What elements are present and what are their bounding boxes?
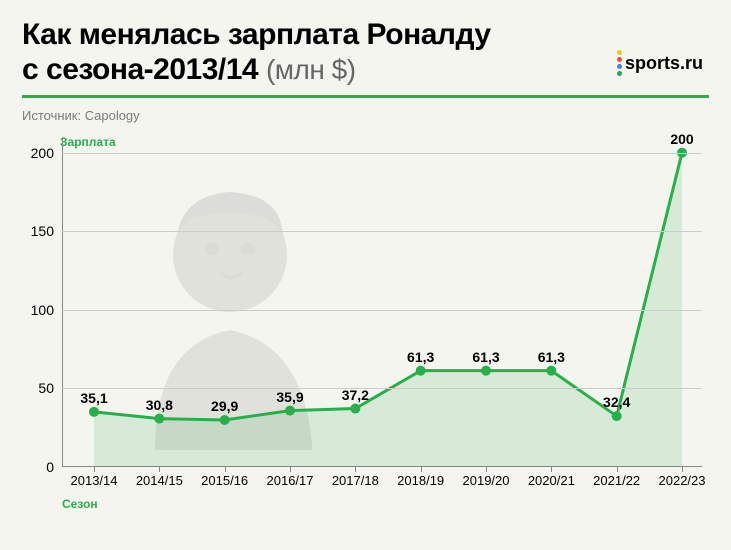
source-value: Capology [85, 108, 140, 123]
data-marker [285, 406, 295, 416]
data-marker [220, 415, 230, 425]
sports-ru-logo: sports.ru [617, 50, 703, 76]
grid-line [62, 231, 702, 232]
source-label: Источник: [22, 108, 81, 123]
data-label: 32,4 [603, 394, 630, 410]
chart-header: Как менялась зарплата Роналду с сезона-2… [22, 18, 709, 87]
y-tick-label: 50 [38, 380, 62, 396]
logo-dots [617, 50, 622, 76]
x-tick-label: 2021/22 [593, 467, 640, 488]
data-label: 30,8 [146, 397, 173, 413]
data-label: 37,2 [342, 387, 369, 403]
data-label: 35,9 [276, 389, 303, 405]
x-axis-title: Сезон [62, 497, 98, 511]
grid-line [62, 153, 702, 154]
data-marker [481, 366, 491, 376]
y-tick-label: 100 [31, 302, 62, 318]
data-label: 29,9 [211, 398, 238, 414]
x-tick-label: 2020/21 [528, 467, 575, 488]
x-tick-label: 2014/15 [136, 467, 183, 488]
y-tick-label: 0 [46, 459, 62, 475]
data-label: 200 [670, 131, 693, 147]
data-marker [350, 404, 360, 414]
data-label: 61,3 [407, 349, 434, 365]
data-line [94, 153, 682, 420]
x-tick-label: 2016/17 [267, 467, 314, 488]
salary-line-chart: Сезон 0501001502002013/142014/152015/162… [62, 137, 702, 467]
grid-line [62, 388, 702, 389]
y-tick-label: 150 [31, 223, 62, 239]
header-divider [22, 95, 709, 98]
data-label: 61,3 [472, 349, 499, 365]
title-line1: Как менялась зарплата Роналду [22, 18, 491, 51]
x-tick-label: 2022/23 [659, 467, 706, 488]
data-marker [546, 366, 556, 376]
x-tick-label: 2019/20 [463, 467, 510, 488]
logo-text: sports.ru [625, 53, 703, 74]
title-suffix: (млн $) [266, 54, 356, 85]
data-marker [612, 411, 622, 421]
data-marker [416, 366, 426, 376]
x-tick-label: 2015/16 [201, 467, 248, 488]
chart-title: Как менялась зарплата Роналду с сезона-2… [22, 18, 491, 87]
data-label: 61,3 [538, 349, 565, 365]
x-tick-label: 2013/14 [71, 467, 118, 488]
title-line2-bold: с сезона-2013/14 [22, 53, 258, 86]
grid-line [62, 310, 702, 311]
data-marker [89, 407, 99, 417]
y-tick-label: 200 [31, 145, 62, 161]
data-label: 35,1 [80, 390, 107, 406]
x-tick-label: 2018/19 [397, 467, 444, 488]
data-marker [154, 414, 164, 424]
source-line: Источник: Capology [22, 108, 709, 123]
x-tick-label: 2017/18 [332, 467, 379, 488]
